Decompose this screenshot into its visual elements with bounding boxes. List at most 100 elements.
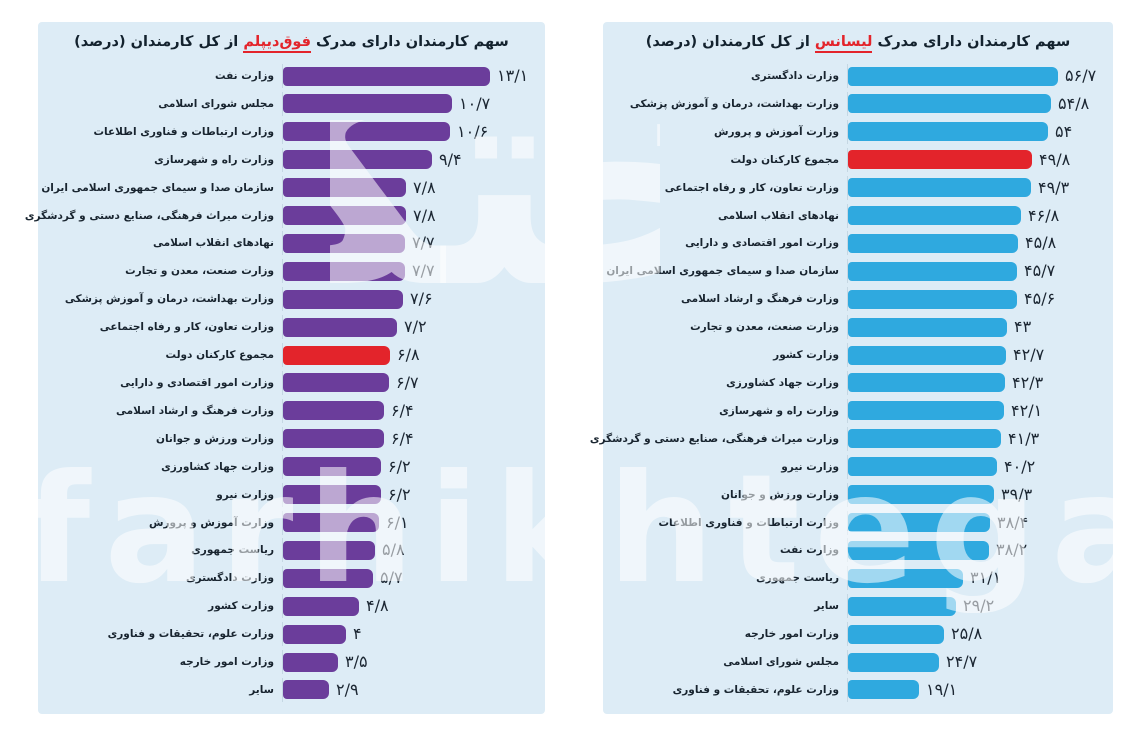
- category-label: مجموع کارکنان دولت: [165, 349, 274, 362]
- bar: [848, 317, 1007, 337]
- bar-row: وزارت علوم، تحقیقات و فناوری ۱۹/۱: [603, 677, 1113, 702]
- bar-row: وزارت امور خارجه ۳/۵: [38, 650, 545, 675]
- value-label: ۲۴/۷: [946, 652, 978, 672]
- bar-area: ۵۴: [847, 119, 1113, 144]
- bar-area: ۲۹/۲: [847, 594, 1113, 619]
- category-label: وزارت آموزش و پرورش: [713, 125, 839, 138]
- bar: [283, 596, 359, 616]
- value-label: ۱۳/۱: [497, 66, 529, 85]
- bar: [848, 206, 1021, 226]
- bar-row: وزارت ارتباطات و فناوری اطلاعات ۱۰/۶: [38, 119, 545, 144]
- highlight-bar: [848, 150, 1032, 170]
- value-label: ۴۹/۸: [1039, 149, 1071, 169]
- category-label: وزارت صنعت، معدن و تجارت: [125, 265, 274, 278]
- category-label: سازمان صدا و سیمای جمهوری اسلامی ایران: [606, 265, 839, 278]
- bar-row: وزارت صنعت، معدن و تجارت ۴۳: [603, 315, 1113, 340]
- category-label: وزارت ورزش و جوانان: [721, 488, 839, 501]
- bar-row: مجموع کارکنان دولت ۴۹/۸: [603, 147, 1113, 172]
- category-label: مجلس شورای اسلامی: [158, 97, 274, 110]
- bar-area: ۶/۴: [282, 426, 545, 451]
- bar-row: وزارت فرهنگ و ارشاد اسلامی ۴۵/۶: [603, 287, 1113, 312]
- value-label: ۴۹/۳: [1038, 177, 1070, 197]
- value-label: ۵۴/۸: [1058, 93, 1090, 113]
- bar-row: مجلس شورای اسلامی ۲۴/۷: [603, 650, 1113, 675]
- bar-row: وزارت فرهنگ و ارشاد اسلامی ۶/۴: [38, 398, 545, 423]
- bar-area: ۲۴/۷: [847, 650, 1113, 675]
- bar: [848, 66, 1058, 86]
- bar-row: وزارت راه و شهرسازی ۹/۴: [38, 147, 545, 172]
- bar-area: ۱۹/۱: [847, 677, 1113, 702]
- bar: [283, 178, 406, 198]
- value-label: ۳۸/۲: [996, 540, 1028, 560]
- bar-area: ۴۶/۸: [847, 203, 1113, 228]
- bar-row: وزارت نیرو ۶/۲: [38, 482, 545, 507]
- bar-area: ۱۳/۱: [282, 64, 545, 88]
- bar-row: وزارت نیرو ۴۰/۲: [603, 454, 1113, 479]
- chart-title-highlight: لیسانس: [814, 34, 873, 53]
- value-label: ۴۳: [1014, 317, 1032, 337]
- category-label: وزارت جهاد کشاورزی: [726, 376, 839, 389]
- category-label: نهادهای انقلاب اسلامی: [717, 209, 839, 222]
- bar-row: نهادهای انقلاب اسلامی ۷/۷: [38, 231, 545, 256]
- value-label: ۷/۶: [410, 289, 433, 309]
- category-label: ریاست جمهوری: [756, 572, 839, 585]
- category-label: وزارت کشور: [208, 600, 274, 613]
- bar-area: ۴: [282, 622, 545, 647]
- bar-row: وزارت امور خارجه ۲۵/۸: [603, 622, 1113, 647]
- bar: [283, 317, 397, 337]
- category-label: وزارت دادگستری: [185, 572, 274, 585]
- bar: [848, 289, 1017, 309]
- associate-degree-chart-panel: سهم کارمندان دارای مدرک فوق‌دیپلم از کل …: [25, 22, 545, 714]
- bar-row: سایر ۲۹/۲: [603, 594, 1113, 619]
- bar-row: وزارت امور اقتصادی و دارایی ۴۵/۸: [603, 231, 1113, 256]
- bar-area: ۴۹/۸: [847, 147, 1113, 172]
- bar: [848, 401, 1004, 421]
- category-label: وزارت فرهنگ و ارشاد اسلامی: [681, 293, 839, 306]
- category-label: وزارت ارتباطات و فناوری اطلاعات: [658, 516, 839, 529]
- chart-title-highlight: فوق‌دیپلم: [243, 34, 311, 53]
- value-label: ۴۰/۲: [1004, 456, 1036, 476]
- bar-area: ۴۰/۲: [847, 454, 1113, 479]
- category-label: وزارت ورزش و جوانان: [156, 432, 274, 445]
- value-label: ۶/۴: [391, 428, 414, 448]
- category-label: وزارت نفت: [779, 544, 839, 557]
- value-label: ۷/۷: [412, 233, 435, 253]
- bar: [848, 513, 990, 532]
- bar-area: ۱۰/۷: [282, 91, 545, 116]
- value-label: ۵/۷: [380, 568, 403, 588]
- bar-area: ۷/۸: [282, 203, 545, 228]
- category-label: وزارت ارتباطات و فناوری اطلاعات: [93, 125, 274, 138]
- bar-area: ۷/۶: [282, 287, 545, 312]
- bar-row: وزارت آموزش و پرورش ۶/۱: [38, 510, 545, 535]
- bar: [848, 373, 1005, 393]
- value-label: ۵۶/۷: [1065, 66, 1097, 85]
- bar-row: وزارت ورزش و جوانان ۳۹/۳: [603, 482, 1113, 507]
- bar: [283, 206, 406, 226]
- bar: [848, 429, 1001, 449]
- bar-row: وزارت بهداشت، درمان و آموزش پزشکی ۵۴/۸: [603, 91, 1113, 116]
- value-label: ۴۲/۷: [1013, 345, 1045, 365]
- value-label: ۲/۹: [336, 679, 359, 699]
- bar: [283, 513, 379, 532]
- bar-area: ۶/۸: [282, 343, 545, 368]
- bar-area: ۵/۸: [282, 538, 545, 563]
- bar-row: وزارت علوم، تحقیقات و فناوری ۴: [38, 622, 545, 647]
- bar-row: ریاست جمهوری ۵/۸: [38, 538, 545, 563]
- value-label: ۳/۵: [345, 652, 368, 672]
- bar-area: ۶/۲: [282, 454, 545, 479]
- value-label: ۴۲/۱: [1011, 400, 1043, 420]
- bar: [283, 540, 375, 560]
- bar-area: ۶/۷: [282, 370, 545, 395]
- bar-row: سازمان صدا و سیمای جمهوری اسلامی ایران ۴۵…: [603, 259, 1113, 284]
- bar: [283, 485, 381, 505]
- value-label: ۷/۷: [412, 261, 435, 281]
- bar-row: وزارت دادگستری ۵/۷: [38, 566, 545, 591]
- bar: [283, 680, 329, 700]
- value-label: ۶/۱: [386, 512, 409, 532]
- bar: [848, 540, 989, 560]
- bar-area: ۳۸/۲: [847, 538, 1113, 563]
- category-label: وزارت آموزش و پرورش: [148, 516, 274, 529]
- category-label: وزارت تعاون، کار و رفاه اجتماعی: [99, 321, 274, 334]
- bar: [283, 289, 403, 309]
